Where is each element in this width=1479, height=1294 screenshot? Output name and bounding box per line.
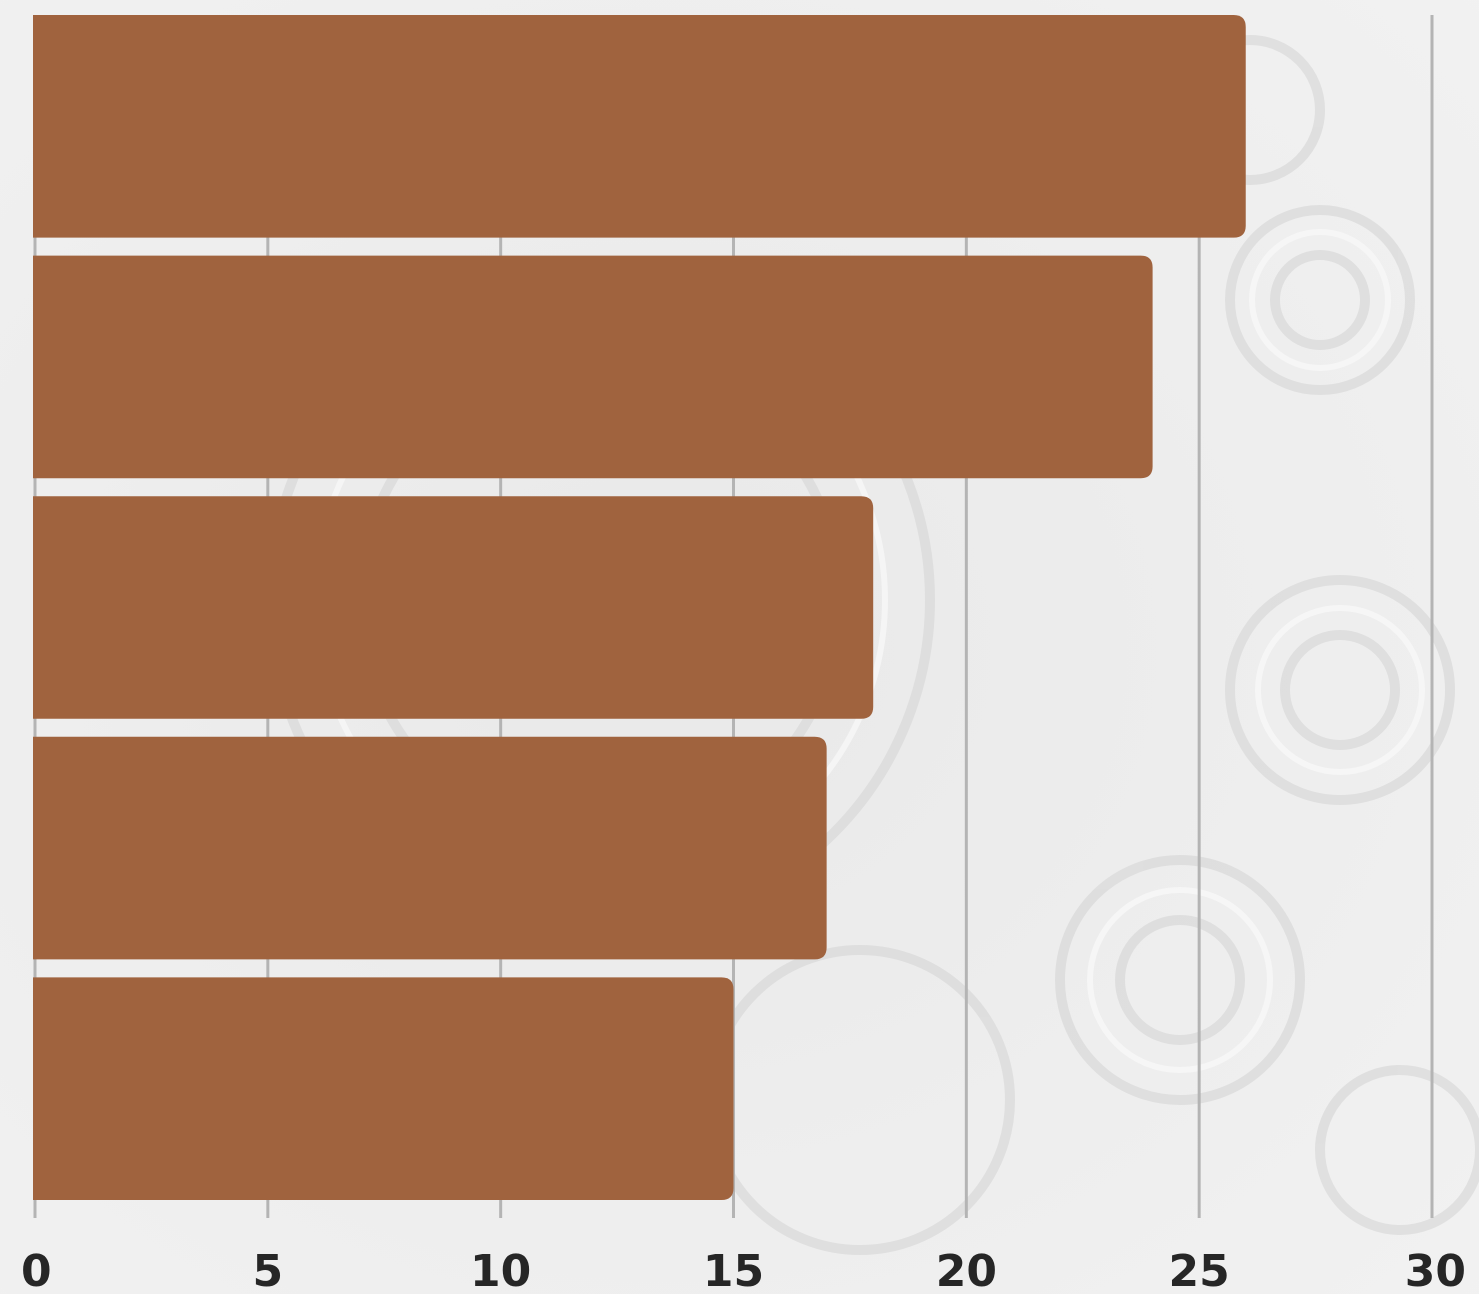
x-tick-label-25: 25 xyxy=(1169,1246,1230,1294)
x-tick-label-10: 10 xyxy=(470,1246,531,1294)
bar-1 xyxy=(33,15,1246,238)
x-tick-label-15: 15 xyxy=(703,1246,764,1294)
bar-3 xyxy=(33,496,874,719)
bar-4 xyxy=(33,736,827,960)
bar-5 xyxy=(33,977,734,1200)
x-axis-tick-labels: 0 5 10 15 20 25 30 xyxy=(21,1246,1466,1294)
x-tick-label-30: 30 xyxy=(1405,1246,1466,1294)
x-tick-label-20: 20 xyxy=(936,1246,997,1294)
bars xyxy=(33,15,1246,1200)
x-tick-label-5: 5 xyxy=(253,1246,284,1294)
bar-2 xyxy=(33,255,1153,479)
x-tick-label-0: 0 xyxy=(21,1246,52,1294)
